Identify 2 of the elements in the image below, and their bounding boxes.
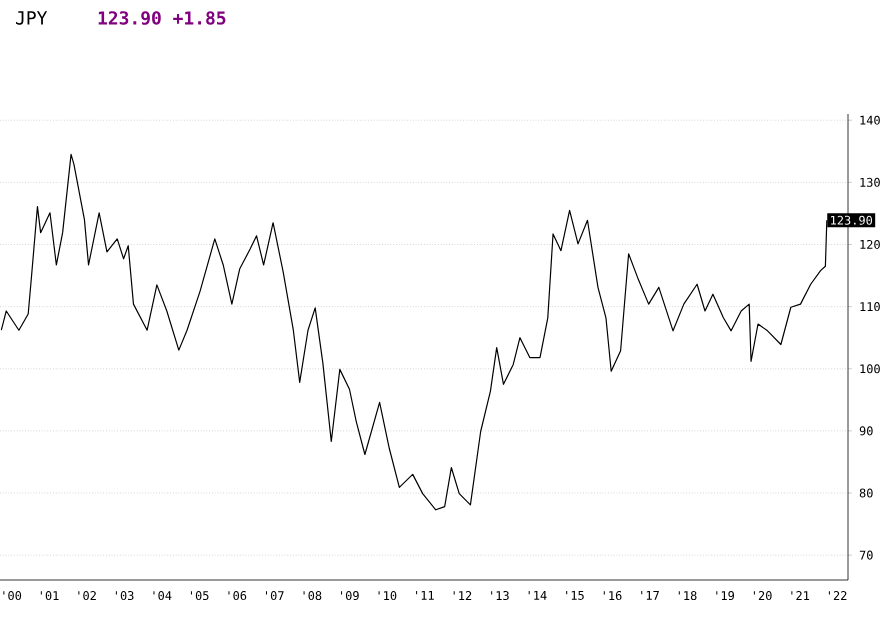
chart-title: JPY — [16, 11, 48, 25]
text: 123.90 +1.85 — [98, 11, 226, 25]
